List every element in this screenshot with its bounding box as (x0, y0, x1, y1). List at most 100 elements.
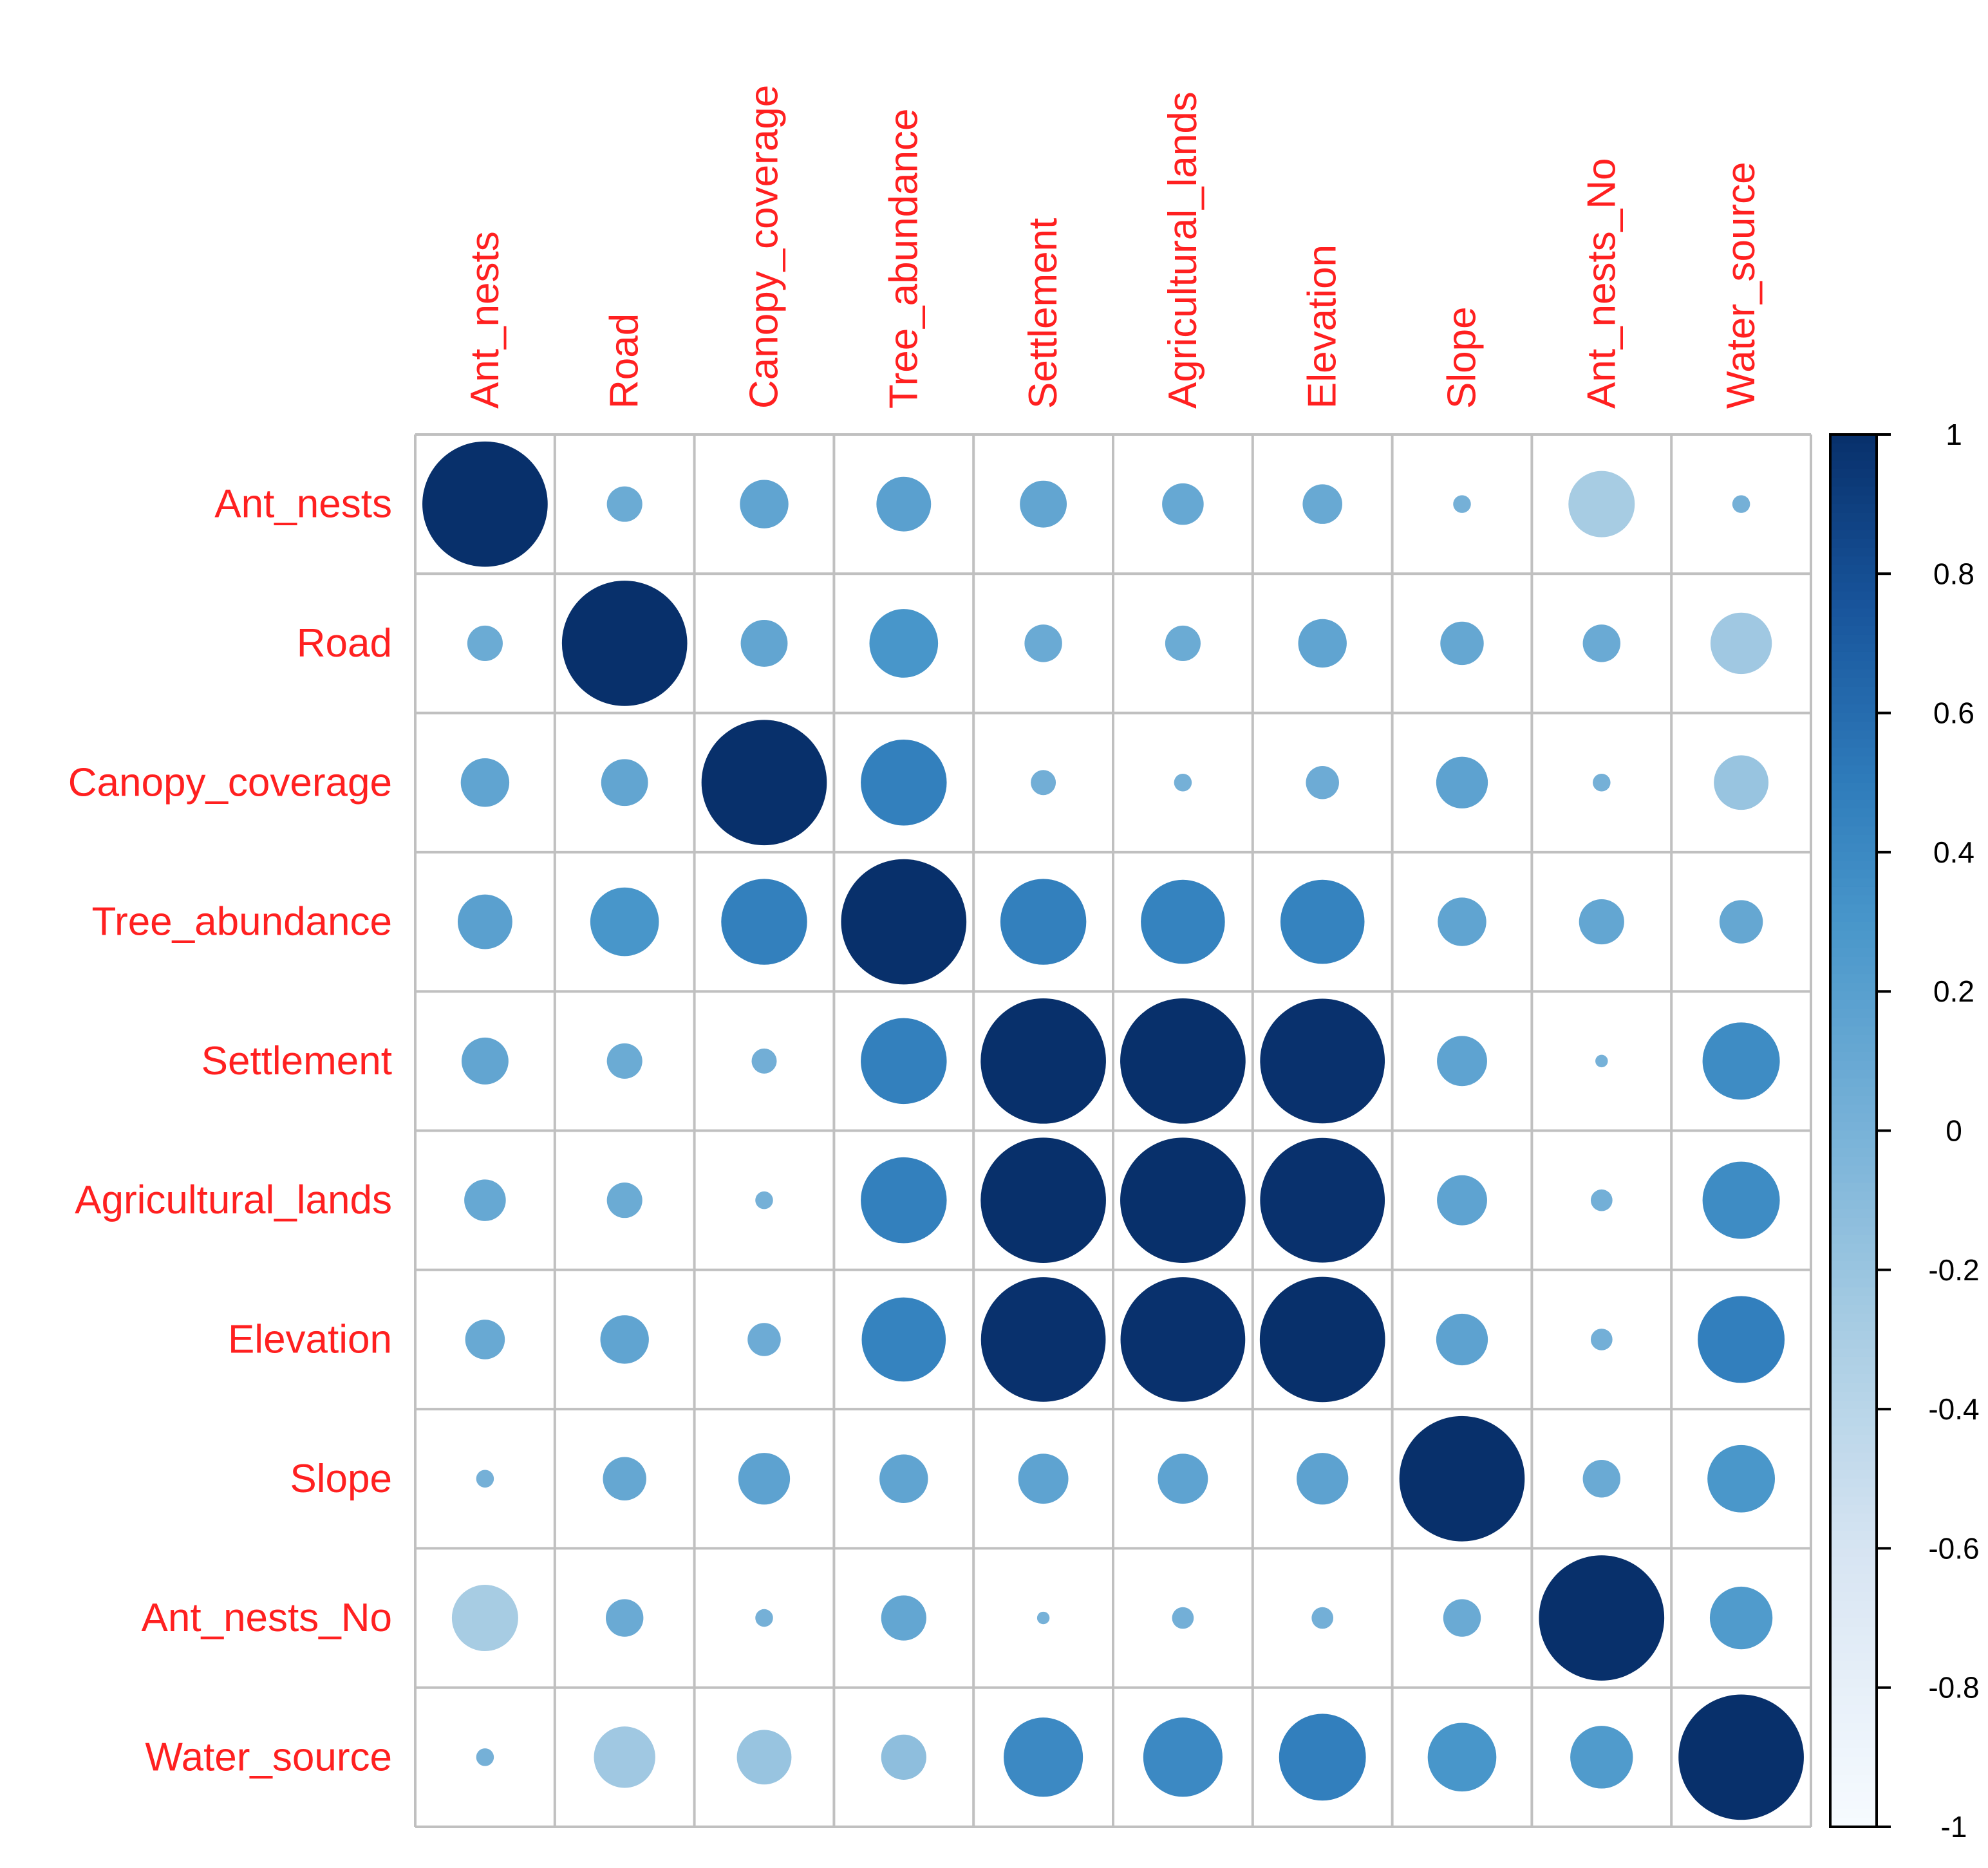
corr-circle-Ant_nests_No-Settlement (1036, 1611, 1050, 1625)
corr-circle-Canopy_coverage-Slope (1436, 756, 1488, 808)
colorbar-segment (1830, 1034, 1877, 1045)
colorbar-segment (1830, 948, 1877, 957)
corr-circle-Settlement-Ant_nests_No (1595, 1054, 1608, 1068)
colorbar-segment (1830, 1235, 1877, 1245)
colorbar-segment (1830, 1052, 1877, 1062)
colorbar-segment (1830, 1800, 1877, 1810)
corr-circle-Road-Water_source (1710, 612, 1772, 675)
colorbar-segment (1830, 1783, 1877, 1793)
colorbar-segment (1830, 651, 1877, 662)
colorbar-segment (1830, 1339, 1877, 1349)
colorbar-segment (1830, 1374, 1877, 1384)
colorbar-segment (1830, 1461, 1877, 1471)
colorbar-segment (1830, 660, 1877, 670)
colorbar-segment (1830, 1435, 1877, 1444)
colorbar-segment (1830, 1096, 1877, 1105)
colorbar-segment (1830, 965, 1877, 975)
corr-circle-Elevation-Slope (1436, 1313, 1488, 1366)
colorbar-segment (1830, 1000, 1877, 1010)
corr-circle-Road-Tree_abundance (869, 609, 939, 678)
colorbar-segment (1830, 1748, 1877, 1758)
colorbar-tick-label: 0.4 (1933, 836, 1974, 869)
colorbar-segment (1830, 591, 1877, 601)
corr-circle-Canopy_coverage-Agricultural_lands (1174, 773, 1192, 792)
corr-circle-Road-Elevation (1298, 619, 1347, 668)
colorbar-segment (1830, 1121, 1877, 1132)
colorbar-segment (1830, 1174, 1877, 1184)
colorbar-segment (1830, 782, 1877, 792)
corr-circle-Road-Agricultural_lands (1165, 625, 1201, 661)
corr-circle-Slope-Tree_abundance (879, 1454, 928, 1503)
colorbar-segment (1830, 1818, 1877, 1827)
colorbar-segment (1830, 1069, 1877, 1079)
colorbar-segment (1830, 1043, 1877, 1053)
row-labels: Ant_nests Road Canopy_coverage Tree_abundan… (68, 482, 392, 1780)
corr-circle-Canopy_coverage-Ant_nests (460, 758, 510, 807)
corr-circle-Water_source-Ant_nests (476, 1748, 494, 1766)
column-label-Road: Road (603, 313, 647, 409)
colorbar-segment (1830, 1165, 1877, 1175)
colorbar-segment (1830, 1531, 1877, 1540)
colorbar-segment (1830, 904, 1877, 914)
corr-circle-Ant_nests_No-Ant_nests (451, 1585, 518, 1652)
corr-circle-Tree_abundance-Water_source (1719, 900, 1763, 944)
colorbar-segment (1830, 1774, 1877, 1784)
corr-circle-Settlement-Ant_nests (461, 1037, 509, 1085)
corr-circle-Tree_abundance-Slope (1438, 897, 1486, 946)
column-label-Tree_abundance: Tree_abundance (881, 108, 926, 409)
colorbar-segment (1830, 1556, 1877, 1567)
colorbar-segment (1830, 1766, 1877, 1775)
corr-circle-Ant_nests-Elevation (1302, 484, 1342, 524)
colorbar-segment (1830, 678, 1877, 687)
colorbar-segment (1830, 1739, 1877, 1750)
colorbar-segment (1830, 852, 1877, 862)
colorbar-segment (1830, 1148, 1877, 1157)
correlation-circles (422, 441, 1804, 1820)
colorbar-segment (1830, 1470, 1877, 1480)
row-label-Slope: Slope (290, 1457, 392, 1501)
corr-circle-Ant_nests-Settlement (1020, 480, 1067, 528)
colorbar-segment (1830, 1487, 1877, 1497)
corr-circle-Water_source-Tree_abundance (881, 1734, 926, 1780)
colorbar-segment (1830, 1565, 1877, 1575)
colorbar-segment (1830, 1191, 1877, 1201)
colorbar-segment (1830, 1304, 1877, 1314)
corr-circle-Agricultural_lands-Slope (1437, 1175, 1487, 1226)
colorbar-segment (1830, 1365, 1877, 1375)
colorbar-segment (1830, 756, 1877, 766)
colorbar-segment (1830, 1583, 1877, 1592)
colorbar-segment (1830, 869, 1877, 879)
colorbar-segment (1830, 991, 1877, 1001)
colorbar-segment (1830, 713, 1877, 722)
corr-circle-Slope-Slope (1399, 1415, 1525, 1542)
corr-circle-Slope-Elevation (1297, 1453, 1349, 1505)
colorbar-segment (1830, 1252, 1877, 1262)
corr-circle-Elevation-Road (600, 1315, 649, 1364)
colorbar-segment (1830, 1600, 1877, 1610)
corr-circle-Agricultural_lands-Tree_abundance (861, 1157, 947, 1244)
colorbar-segment (1830, 1182, 1877, 1192)
colorbar-segment (1830, 1635, 1877, 1645)
colorbar-segment (1830, 1791, 1877, 1802)
colorbar-segment (1830, 765, 1877, 775)
colorbar-segment (1830, 957, 1877, 966)
colorbar-segment (1830, 1392, 1877, 1401)
colorbar-segment (1830, 808, 1877, 818)
column-label-Settlement: Settlement (1021, 218, 1065, 409)
corr-circle-Agricultural_lands-Water_source (1702, 1161, 1780, 1239)
colorbar-segment (1830, 878, 1877, 888)
corr-circle-Ant_nests-Slope (1453, 495, 1471, 513)
colorbar-segment (1830, 687, 1877, 696)
colorbar-segment (1830, 1356, 1877, 1367)
colorbar-segment (1830, 1609, 1877, 1619)
colorbar-segment (1830, 886, 1877, 897)
corr-circle-Agricultural_lands-Elevation (1260, 1137, 1385, 1263)
corr-circle-Agricultural_lands-Canopy_coverage (755, 1191, 773, 1210)
colorbar-segment (1830, 1757, 1877, 1767)
colorbar-tick-label: -0.2 (1928, 1253, 1979, 1287)
colorbar-segment (1830, 495, 1877, 505)
corr-circle-Settlement-Slope (1437, 1036, 1487, 1087)
colorbar-segment (1830, 1226, 1877, 1236)
corr-circle-Ant_nests_No-Ant_nests_No (1539, 1555, 1665, 1681)
corr-circle-Water_source-Water_source (1678, 1694, 1804, 1820)
